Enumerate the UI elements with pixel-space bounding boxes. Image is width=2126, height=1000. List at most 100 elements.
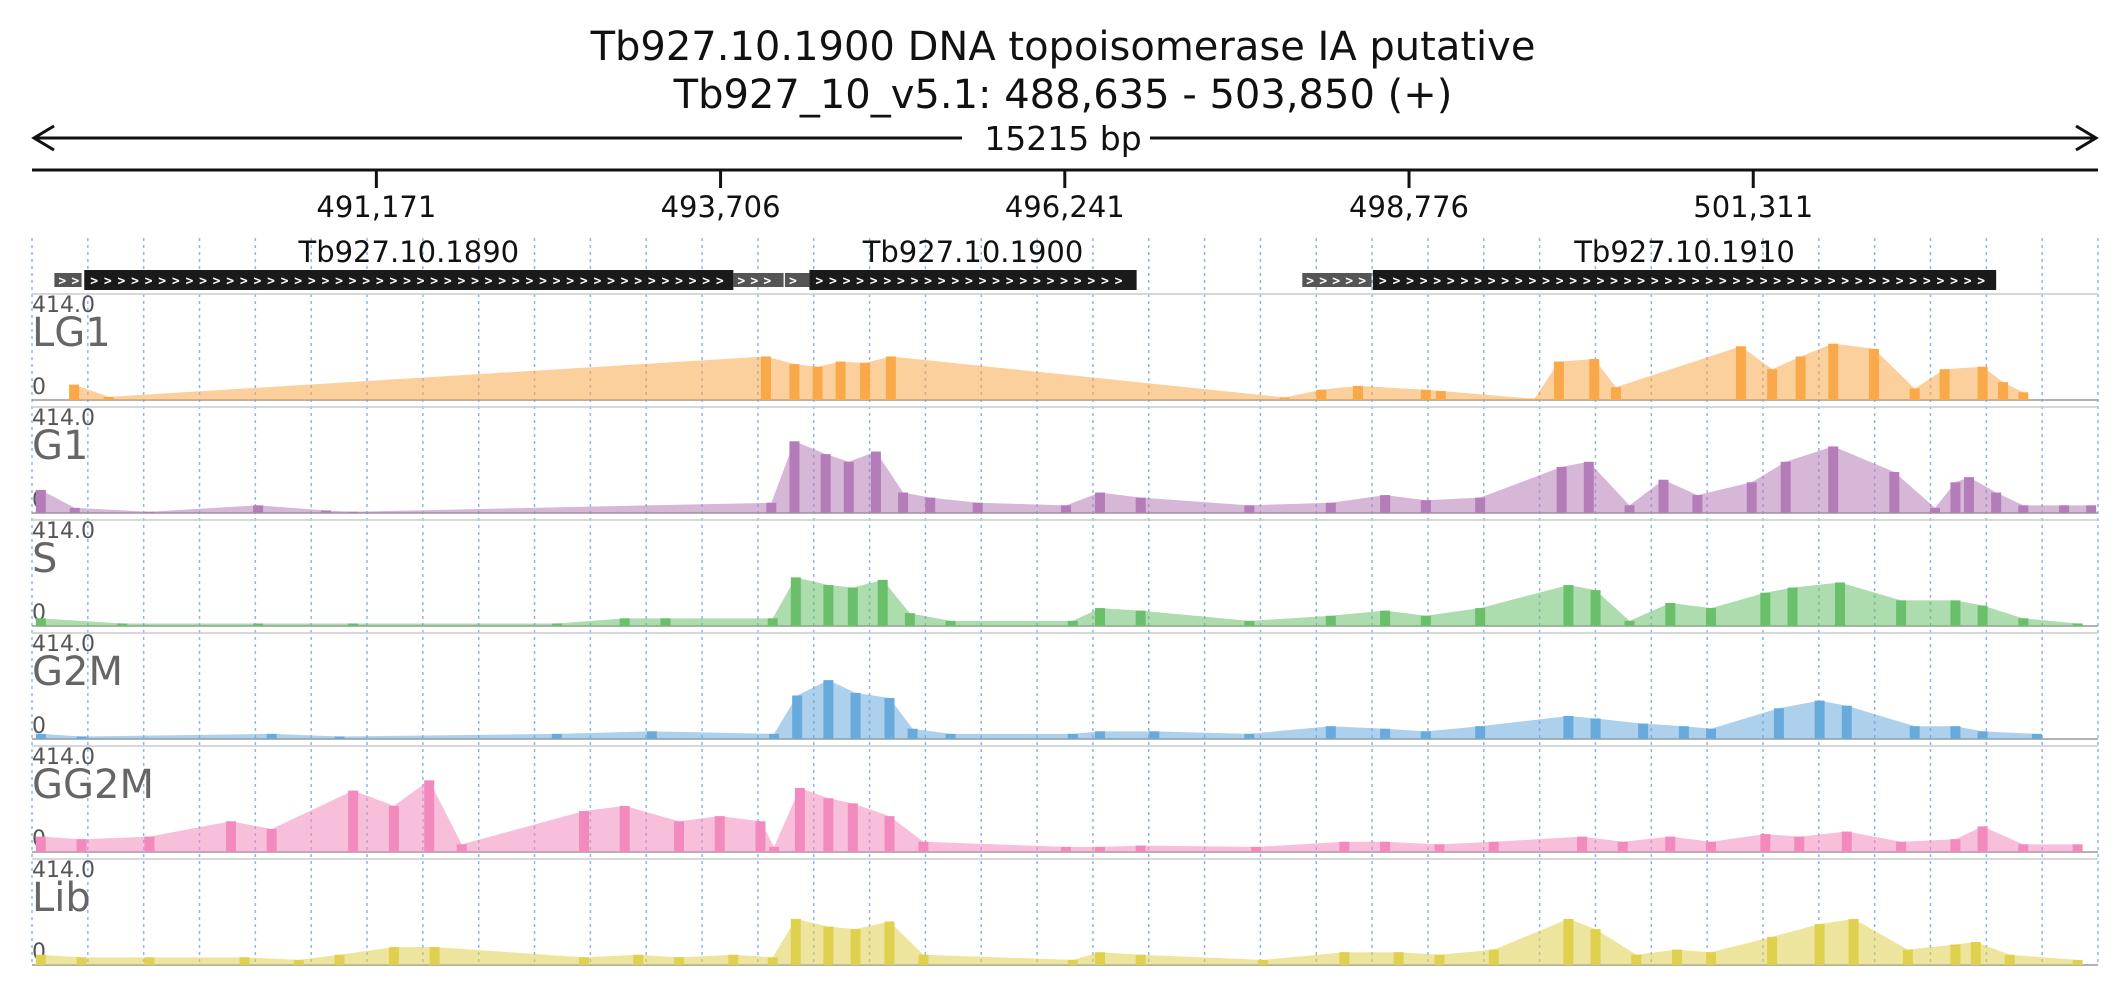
track-max-label: 414.0 — [32, 858, 95, 883]
track-GG2M: 414.00GG2M — [32, 745, 2098, 853]
track-name-label: S — [32, 536, 57, 582]
track-max-label: 414.0 — [32, 632, 95, 657]
gene-cds-chevron: > — [1087, 274, 1095, 289]
coverage-area-G2M — [40, 680, 2037, 739]
gene-cds-chevron: > — [335, 274, 343, 289]
gene-cds-chevron: > — [444, 274, 452, 289]
gene-utr5-chevron: > — [1358, 274, 1366, 289]
gene-cds-chevron: > — [1814, 274, 1822, 289]
gene-cds-chevron: > — [1074, 274, 1082, 289]
gene-cds-chevron: > — [1950, 274, 1958, 289]
gene-cds-chevron: > — [634, 274, 642, 289]
gene-cds-chevron: > — [1787, 274, 1795, 289]
gene-cds-chevron: > — [965, 274, 973, 289]
coverage-area-GG2M — [40, 780, 2078, 852]
gene-cds-chevron: > — [1936, 274, 1944, 289]
track-max-label: 414.0 — [32, 519, 95, 544]
gene-cds-chevron: > — [1101, 274, 1109, 289]
gene-cds-chevron: > — [321, 274, 329, 289]
axis-tick-label-4: 501,311 — [1693, 190, 1813, 224]
track-S: 414.00S — [32, 519, 2098, 627]
gene-cds-chevron: > — [1896, 274, 1904, 289]
gene-cds-chevron: > — [1060, 274, 1068, 289]
track-G2M: 414.0 0 G2M — [32, 632, 2098, 740]
gene-cds-chevron: > — [1964, 274, 1972, 289]
gene-cds-chevron: > — [376, 274, 384, 289]
coverage-area-S — [40, 577, 2078, 626]
gene-cds-chevron: > — [253, 274, 261, 289]
gene-cds-chevron: > — [1868, 274, 1876, 289]
gene-utr3-chevron: > — [763, 274, 771, 289]
gene-cds-chevron: > — [1033, 274, 1041, 289]
gene-cds-chevron: > — [553, 274, 561, 289]
axis-tick-label-3: 498,776 — [1349, 190, 1469, 224]
gene-cds-chevron: > — [979, 274, 987, 289]
gene-cds-chevron: > — [1651, 274, 1659, 289]
gene-cds-chevron: > — [1460, 274, 1468, 289]
track-max-label: 414.0 — [32, 406, 95, 431]
gene-cds-chevron: > — [815, 274, 823, 289]
gene-cds-chevron: > — [621, 274, 629, 289]
gene-cds-chevron: > — [1501, 274, 1509, 289]
gene-cds-chevron: > — [1556, 274, 1564, 289]
span-arrowhead-right — [2075, 124, 2099, 152]
gene-cds-chevron: > — [1433, 274, 1441, 289]
track-max-label: 414.0 — [32, 293, 95, 318]
gene-cds-chevron: > — [1583, 274, 1591, 289]
gene-cds-chevron: > — [145, 274, 153, 289]
gene-cds-chevron: > — [308, 274, 316, 289]
gene-utr5-chevron: > — [1345, 274, 1353, 289]
track-G1: 414.00G1 — [32, 406, 2098, 514]
track-LG1: 414.0 0 LG1 — [32, 293, 2098, 401]
gene-cds-chevron: > — [457, 274, 465, 289]
gene-cds-chevron: > — [525, 274, 533, 289]
axis-tick-label-2: 496,241 — [1005, 190, 1125, 224]
gene-cds-chevron: > — [661, 274, 669, 289]
span-arrow: 15215 bp — [31, 119, 2099, 158]
gene-cds-chevron: > — [1019, 274, 1027, 289]
gene-cds-chevron: > — [689, 274, 697, 289]
track-name-label: G1 — [32, 423, 88, 469]
gene-cds-chevron: > — [951, 274, 959, 289]
gene-cds-chevron: > — [702, 274, 710, 289]
gene-cds-chevron: > — [1624, 274, 1632, 289]
gene-utr5-chevron: > — [58, 274, 66, 289]
chart-title-gene: Tb927.10.1900 DNA topoisomerase IA putat… — [590, 24, 1536, 70]
track-min-label: 0 — [32, 375, 46, 400]
gene-cds-chevron: > — [1773, 274, 1781, 289]
gene-cds-chevron: > — [267, 274, 275, 289]
gene-cds-chevron: > — [829, 274, 837, 289]
gene-label-1: Tb927.10.1900 — [862, 235, 1084, 269]
gene-cds-2 — [1372, 270, 1997, 290]
gene-cds-chevron: > — [1569, 274, 1577, 289]
gene-utr5-chevron: > — [71, 274, 79, 289]
gene-cds-chevron: > — [1678, 274, 1686, 289]
coordinate-axis: 491,171 493,706 496,241 498,776 501,311 — [32, 168, 2098, 224]
gene-utr5-chevron: > — [1332, 274, 1340, 289]
span-label: 15215 bp — [984, 119, 1141, 158]
gene-cds-chevron: > — [1746, 274, 1754, 289]
gene-cds-chevron: > — [281, 274, 289, 289]
gene-cds-chevron: > — [213, 274, 221, 289]
gene-cds-chevron: > — [1923, 274, 1931, 289]
gene-cds-chevron: > — [226, 274, 234, 289]
gene-cds-chevron: > — [883, 274, 891, 289]
gene-cds-chevron: > — [1692, 274, 1700, 289]
gene-utr3-chevron: > — [737, 274, 745, 289]
gene-cds-chevron: > — [199, 274, 207, 289]
gene-cds-0 — [84, 270, 734, 290]
gene-label-0: Tb927.10.1890 — [297, 235, 519, 269]
gene-cds-chevron: > — [1760, 274, 1768, 289]
gene-cds-chevron: > — [924, 274, 932, 289]
gene-cds-chevron: > — [1800, 274, 1808, 289]
gene-utr5-1 — [784, 273, 810, 287]
gene-cds-chevron: > — [1474, 274, 1482, 289]
track-max-label: 414.0 — [32, 745, 95, 770]
gene-cds-chevron: > — [158, 274, 166, 289]
gene-cds-chevron: > — [403, 274, 411, 289]
gene-cds-chevron: > — [1909, 274, 1917, 289]
gene-cds-chevron: > — [294, 274, 302, 289]
gene-cds-chevron: > — [1732, 274, 1740, 289]
gene-cds-chevron: > — [185, 274, 193, 289]
